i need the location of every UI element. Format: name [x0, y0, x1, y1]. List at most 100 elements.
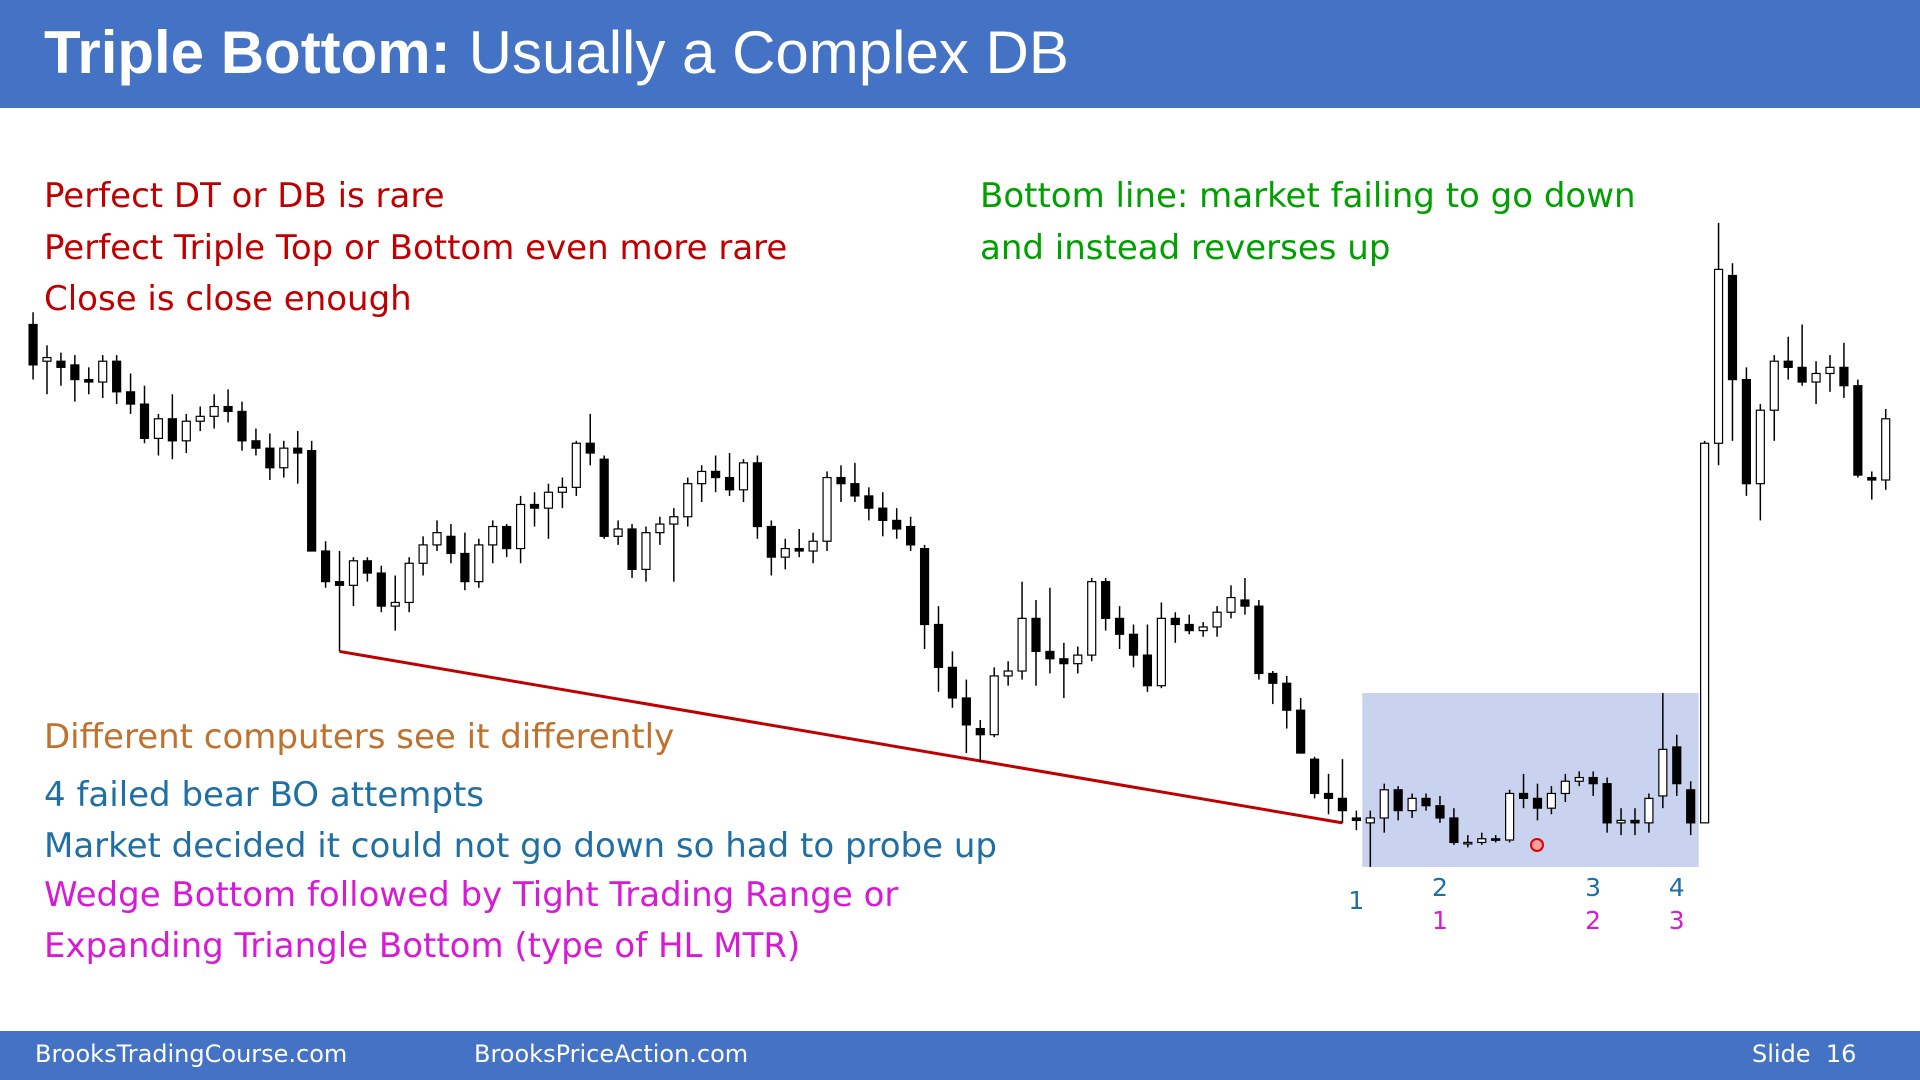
candle-body	[836, 476, 846, 485]
candle-body	[864, 495, 874, 509]
candle-body	[28, 323, 38, 366]
candle-body	[1156, 617, 1166, 687]
note: 4 failed bear BO attempts	[44, 775, 485, 815]
header: Triple Bottom: Usually a Complex DB	[0, 0, 1920, 108]
cursor	[1530, 838, 1544, 852]
note: Market decided it could not go down so h…	[44, 826, 997, 866]
candle-body	[446, 535, 456, 555]
candle-body	[738, 462, 749, 491]
candle-body	[919, 547, 930, 626]
candle-body	[1797, 366, 1807, 383]
candle-body	[627, 528, 637, 570]
candle-body	[655, 523, 665, 534]
candle-body	[1101, 581, 1111, 619]
candle-body	[1700, 442, 1710, 824]
candle-body	[1727, 274, 1738, 381]
candle-body	[1351, 817, 1361, 822]
candle-body	[1017, 617, 1027, 672]
candle-body	[1811, 372, 1821, 383]
candle-body	[1337, 797, 1348, 812]
candle-body	[195, 415, 205, 422]
candle-body	[125, 391, 136, 405]
candle-body	[167, 418, 177, 442]
note: Wedge Bottom followed by Tight Trading R…	[44, 875, 899, 915]
candle-body	[84, 378, 94, 383]
candle-body	[1546, 792, 1557, 809]
candle-body	[474, 544, 484, 583]
candle-body	[1491, 838, 1501, 841]
candle-body	[223, 405, 233, 413]
candle-body	[1630, 819, 1640, 824]
candle-body	[1435, 805, 1445, 819]
candle-body	[850, 483, 860, 497]
candle-body	[529, 503, 540, 509]
candle-body	[1059, 658, 1069, 665]
candle-body	[502, 525, 512, 550]
candle-body	[724, 476, 735, 491]
candle-body	[1602, 783, 1612, 824]
candle-body	[557, 486, 567, 493]
candle-body	[1532, 797, 1543, 809]
annotation: 1	[1432, 906, 1448, 935]
note: Different computers see it differently	[44, 717, 675, 757]
candle-body	[641, 532, 651, 570]
range-box	[1362, 693, 1699, 867]
candle-body	[975, 727, 985, 736]
candle-body	[1073, 654, 1083, 665]
candle-body	[279, 447, 289, 469]
annotation: 3	[1669, 906, 1685, 935]
note: Expanding Triangle Bottom (type of HL MT…	[44, 926, 801, 966]
candle-body	[669, 516, 679, 525]
candle-body	[1783, 360, 1793, 368]
candle-body	[1505, 792, 1515, 841]
candle-body	[599, 458, 609, 537]
candle-body	[153, 418, 164, 439]
candle-body	[1254, 605, 1264, 675]
note: Close is close enough	[44, 279, 412, 319]
candle-body	[139, 403, 150, 439]
candle-body	[1365, 817, 1375, 824]
candle-body	[404, 562, 414, 604]
candle-body	[209, 405, 219, 417]
candle-body	[752, 462, 763, 528]
candle-body	[1170, 617, 1180, 626]
candle-body	[1463, 841, 1473, 845]
candle-body	[1616, 819, 1626, 824]
annotation: 1	[1348, 886, 1364, 915]
candle-body	[70, 364, 80, 381]
candle-body	[1003, 670, 1013, 677]
candle-body	[1393, 789, 1403, 812]
candle-body	[1226, 596, 1236, 613]
candle-body	[1713, 268, 1724, 444]
candle-body	[892, 519, 902, 530]
candle-body	[571, 442, 581, 488]
candle-body	[307, 450, 317, 552]
candle-body	[112, 360, 122, 393]
candle-body	[1379, 789, 1389, 819]
title-bold: Triple Bottom:	[44, 19, 451, 86]
candle-body	[1881, 418, 1891, 481]
candle-body	[1212, 611, 1222, 628]
candle-body	[181, 420, 191, 442]
candle-body	[1658, 748, 1668, 797]
candle-body	[1114, 617, 1125, 635]
candle-body	[1574, 776, 1584, 782]
candle-body	[1867, 476, 1877, 481]
candle-body	[376, 572, 386, 607]
slide-number: Slide 16	[1752, 1040, 1857, 1068]
candle-body	[1449, 817, 1459, 844]
candle-body	[1268, 672, 1278, 684]
annotation: 2	[1585, 906, 1601, 935]
candle-body	[1560, 780, 1570, 795]
candle-body	[808, 540, 818, 552]
trend-line	[339, 649, 1343, 825]
candle-body	[683, 483, 693, 518]
candle-body	[1477, 838, 1487, 844]
candle-body	[947, 666, 958, 699]
candle-body	[418, 544, 428, 564]
candle-body	[320, 550, 331, 583]
candle-body	[585, 442, 595, 454]
footer-site: BrooksPriceAction.com	[474, 1040, 749, 1068]
candle-body	[488, 525, 498, 546]
annotation: 2	[1432, 873, 1448, 902]
